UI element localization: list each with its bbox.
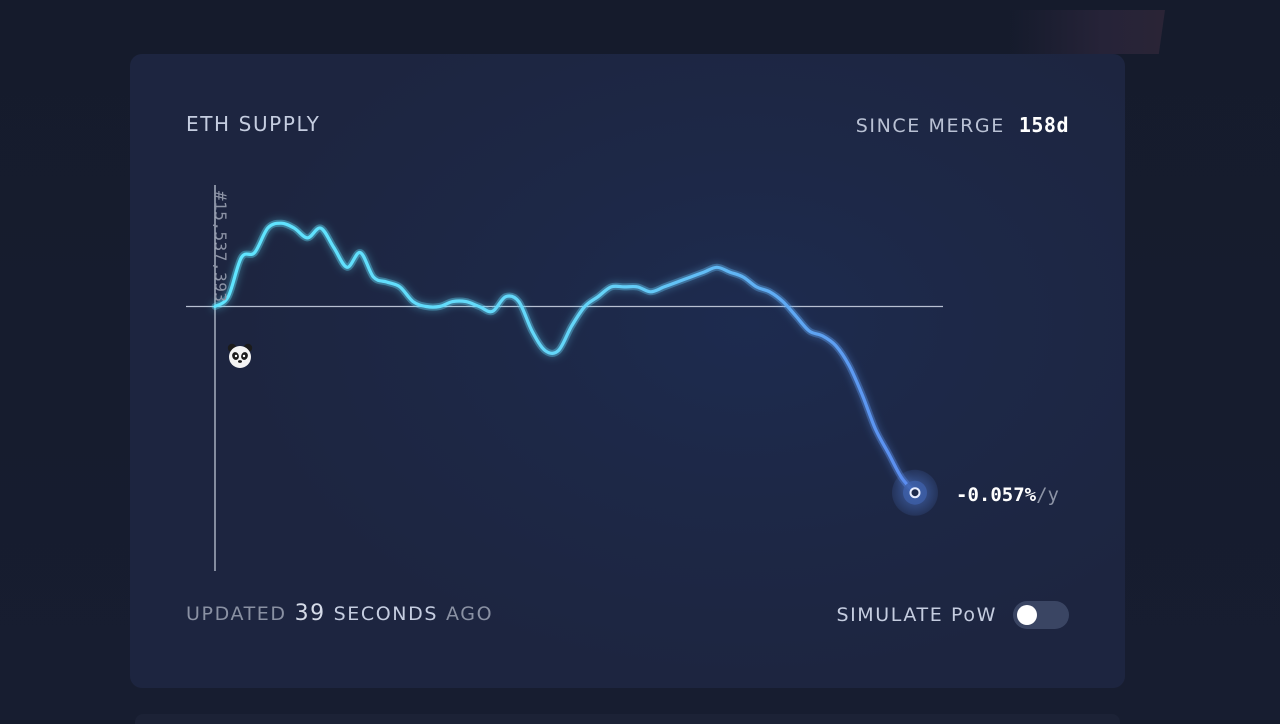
supply-chart-svg [186, 185, 943, 571]
updated-prefix: UPDATED [186, 603, 287, 625]
supply-line [213, 221, 917, 495]
updated-value: 39 [294, 601, 326, 626]
current-rate: -0.057%/y [956, 484, 1059, 506]
current-rate-unit: /y [1036, 484, 1059, 506]
current-rate-value: -0.057% [956, 484, 1037, 506]
simulate-pow-toggle[interactable] [1013, 601, 1069, 629]
supply-line-glow [211, 219, 919, 497]
since-merge-label: SINCE MERGE [855, 115, 1005, 137]
corner-tab [1010, 10, 1165, 54]
since-merge: SINCE MERGE 158d [856, 113, 1069, 137]
toggle-knob [1017, 605, 1037, 625]
start-block-label: #15,537,393 [211, 191, 230, 303]
eth-supply-card: ETH SUPPLY SINCE MERGE 158d [130, 54, 1125, 688]
updated-suffix: AGO [446, 603, 494, 625]
updated-status: UPDATED 39 SECONDS AGO [186, 601, 493, 626]
since-merge-value: 158d [1018, 113, 1069, 137]
panda-icon [227, 343, 253, 368]
updated-unit: SECONDS [333, 603, 439, 625]
simulate-pow: SIMULATE PoW [836, 601, 1069, 629]
supply-chart: #15,537,393 -0.057%/y [130, 54, 1125, 688]
current-point-dot [909, 487, 921, 499]
card-title: ETH SUPPLY [186, 112, 321, 136]
next-card-edge [135, 714, 1120, 724]
simulate-pow-label: SIMULATE PoW [836, 604, 997, 626]
